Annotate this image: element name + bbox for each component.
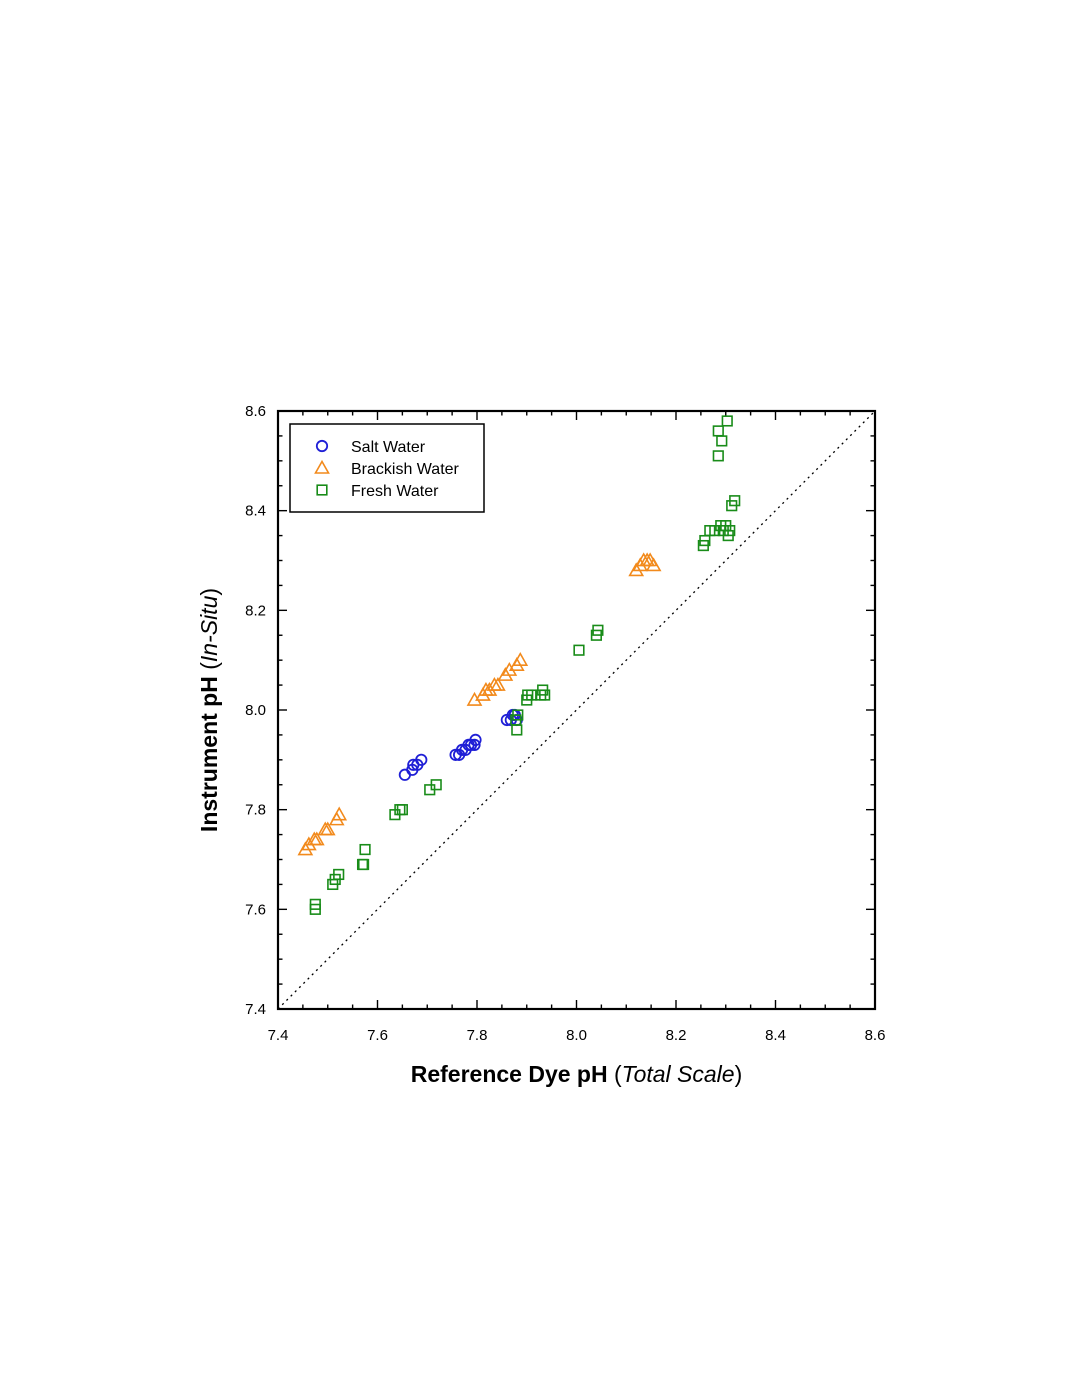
x-axis-title-close: ) — [735, 1061, 743, 1087]
square-point — [724, 524, 736, 537]
y-tick-label: 7.6 — [245, 901, 266, 918]
square-point — [729, 495, 741, 507]
square-point — [333, 868, 345, 881]
triangle-point — [319, 821, 336, 836]
legend-label: Salt Water — [351, 439, 426, 456]
y-axis-title-main: Instrument pH — [196, 676, 222, 832]
square-point — [721, 415, 733, 427]
x-tick-label: 7.6 — [367, 1027, 388, 1044]
legend-square-icon — [316, 484, 328, 496]
y-tick-label: 7.4 — [245, 1001, 266, 1018]
x-tick-label: 8.0 — [566, 1027, 587, 1044]
circle-point — [469, 733, 482, 747]
triangle-point — [308, 831, 325, 846]
series-salt-water — [398, 708, 523, 781]
y-tick-label: 7.8 — [245, 802, 266, 819]
square-point — [396, 804, 408, 816]
square-point — [712, 425, 724, 437]
y-tick-label: 8.2 — [245, 602, 266, 619]
square-point — [511, 724, 523, 736]
triangle-point — [331, 806, 348, 821]
x-tick-label: 8.6 — [865, 1027, 886, 1044]
square-point — [592, 624, 604, 636]
x-tick-label: 8.4 — [765, 1027, 786, 1044]
square-point — [716, 435, 728, 447]
square-point — [359, 843, 371, 856]
square-point — [430, 779, 442, 791]
legend: Salt Water Brackish Water Fresh Water — [289, 423, 485, 513]
square-point — [573, 644, 585, 656]
triangle-point — [645, 557, 662, 572]
data-points — [297, 415, 741, 915]
square-point — [512, 709, 524, 721]
triangle-point — [490, 676, 506, 691]
square-point — [712, 450, 724, 462]
x-tick-label: 7.4 — [268, 1027, 289, 1044]
x-tick-label: 7.8 — [467, 1027, 488, 1044]
circle-point — [415, 753, 428, 766]
series-fresh-water — [309, 415, 741, 915]
circle-point — [398, 768, 411, 781]
y-axis-title-close: ) — [196, 588, 222, 596]
plot-frame — [276, 409, 877, 1011]
square-point — [309, 898, 321, 910]
y-tick-label: 8.6 — [245, 403, 266, 420]
x-axis-title-main: Reference Dye pH — [411, 1061, 608, 1087]
y-axis-title: Instrument pH (In-Situ) — [196, 588, 222, 832]
x-axis-title-open: ( — [608, 1061, 622, 1087]
y-axis-title-source: In-Situ — [196, 595, 222, 662]
series-brackish-water — [297, 552, 662, 856]
y-axis-title-open: ( — [196, 662, 222, 676]
y-tick-label: 8.0 — [245, 702, 266, 719]
legend-circle-icon — [315, 439, 329, 453]
y-tick-label: 8.4 — [245, 503, 266, 520]
legend-triangle-icon — [314, 459, 330, 474]
x-tick-label: 8.2 — [666, 1027, 687, 1044]
square-point — [539, 689, 551, 701]
legend-box — [289, 423, 485, 513]
circle-point — [468, 738, 481, 751]
triangle-point — [512, 652, 529, 666]
square-point — [357, 858, 370, 871]
tick-labels: 7.4 7.6 7.8 8.0 8.2 8.4 8.6 7.4 7.6 7.8 8.0 8.2 8.4 8… — [245, 403, 885, 1044]
legend-label: Fresh Water — [351, 483, 439, 500]
legend-label: Brackish Water — [351, 461, 460, 478]
x-axis-title-scale: Total Scale — [622, 1061, 735, 1087]
x-axis-title: Reference Dye pH (Total Scale) — [411, 1061, 743, 1087]
